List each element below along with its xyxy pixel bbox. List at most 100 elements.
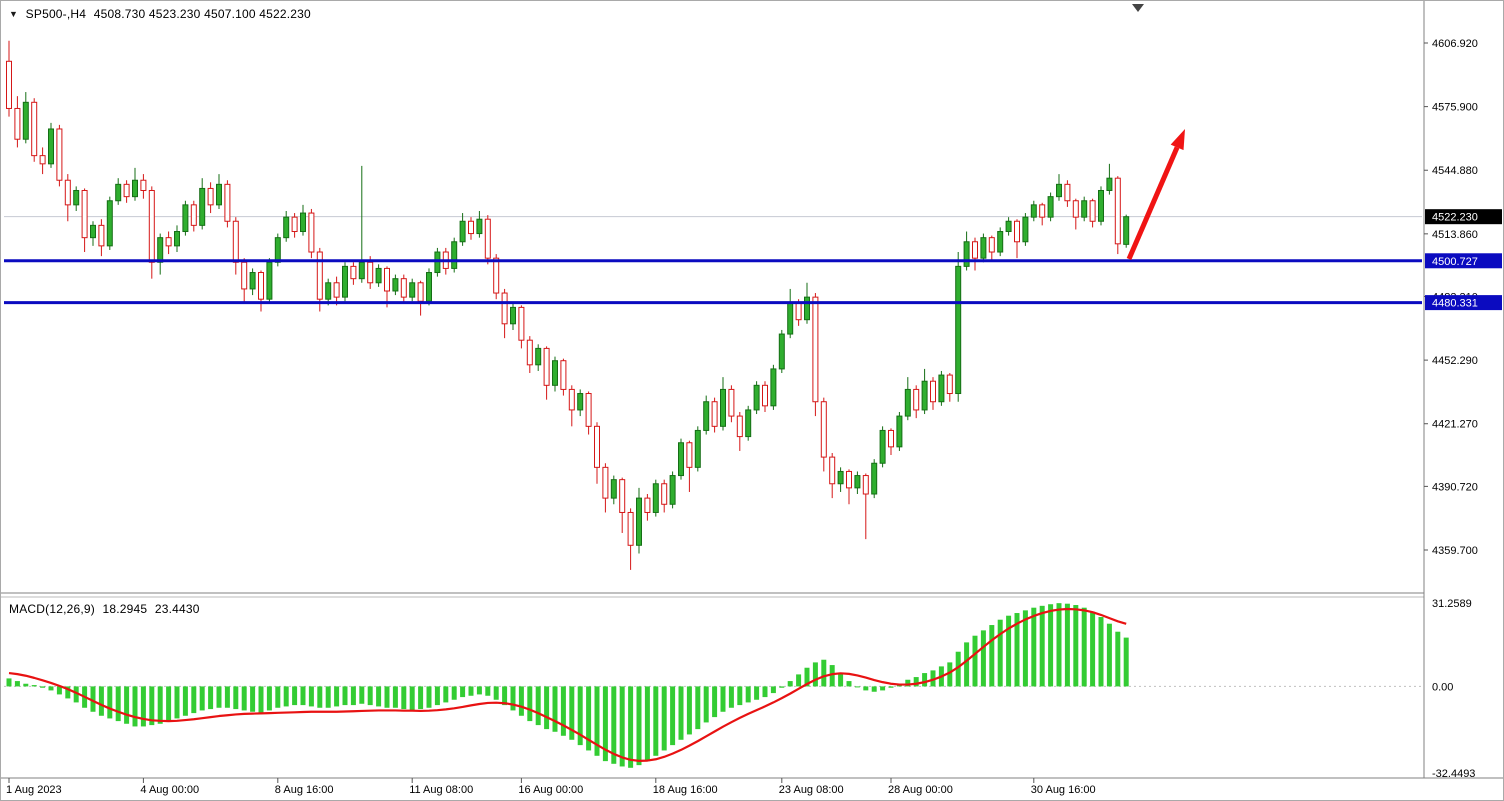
macd-axis-label: 31.2589 — [1432, 598, 1472, 610]
macd-histogram-bar — [14, 681, 20, 687]
candle — [56, 128, 63, 181]
candle — [224, 183, 231, 222]
candle — [459, 220, 466, 243]
macd-histogram-bar — [628, 686, 634, 768]
macd-histogram-bar — [636, 686, 642, 766]
macd-histogram-bar — [1081, 607, 1087, 687]
candle — [249, 272, 256, 290]
candle — [846, 470, 852, 489]
candle — [678, 442, 684, 477]
macd-signal-value: 23.4430 — [154, 602, 200, 616]
candle — [535, 347, 542, 366]
candle — [610, 479, 617, 499]
current-price-marker — [1425, 209, 1502, 225]
candle — [216, 183, 222, 206]
macd-histogram-bar — [308, 686, 314, 707]
candle — [409, 282, 416, 298]
time-axis-label: 23 Aug 08:00 — [779, 784, 844, 796]
macd-histogram-bar — [770, 686, 776, 694]
candle — [652, 483, 659, 513]
candle — [594, 425, 600, 468]
candle — [165, 237, 172, 247]
candle — [190, 204, 197, 226]
macd-histogram-bar — [266, 686, 272, 711]
candle — [518, 306, 525, 341]
candle — [720, 388, 726, 427]
price-marker-label: 4522.230 — [1432, 212, 1478, 224]
macd-histogram-bar — [342, 686, 348, 706]
trend-arrow-shaft[interactable] — [1126, 146, 1180, 260]
candle — [258, 272, 264, 300]
candle — [997, 231, 1004, 253]
candle — [367, 261, 374, 284]
macd-histogram-bar — [829, 665, 835, 687]
candle — [14, 107, 21, 140]
candle — [157, 237, 164, 263]
candle — [207, 187, 214, 206]
macd-histogram-bar — [863, 686, 869, 691]
macd-histogram-bar — [174, 686, 180, 719]
macd-histogram-bar — [426, 686, 432, 708]
macd-histogram-bar — [913, 677, 919, 687]
trend-arrow-head[interactable] — [1170, 129, 1185, 151]
macd-histogram-bar — [367, 686, 373, 706]
macd-histogram-bar — [258, 686, 264, 714]
candle — [820, 401, 827, 458]
candle — [1047, 196, 1054, 218]
candle — [48, 128, 54, 165]
macd-histogram-bar — [384, 686, 390, 708]
macd-histogram-bar — [334, 686, 340, 707]
candle — [745, 409, 752, 438]
macd-axis-label: 0.00 — [1432, 681, 1453, 693]
candle — [283, 216, 290, 239]
macd-histogram-bar — [838, 673, 844, 687]
macd-histogram-bar — [493, 686, 499, 700]
candle — [1072, 200, 1079, 218]
time-axis-label: 16 Aug 00:00 — [518, 784, 583, 796]
macd-histogram-bar — [989, 625, 995, 687]
candle — [938, 374, 945, 403]
macd-histogram-bar — [1098, 617, 1104, 687]
candle — [1005, 220, 1012, 233]
macd-histogram-bar — [132, 686, 138, 727]
macd-histogram-bar — [1031, 607, 1037, 687]
macd-histogram-bar — [712, 686, 718, 718]
candle — [577, 393, 584, 411]
symbol-dropdown-triangle-icon[interactable]: ▼ — [9, 9, 19, 19]
candle — [930, 380, 936, 403]
price-axis-label: 4359.700 — [1432, 545, 1478, 557]
macd-histogram-bar — [98, 686, 104, 716]
macd-signal-line — [8, 607, 1127, 762]
macd-histogram-bar — [392, 686, 398, 708]
candle — [1064, 183, 1071, 202]
candle — [871, 462, 878, 495]
candle — [115, 183, 122, 202]
macd-histogram-bar — [577, 686, 583, 746]
macd-histogram-bar — [359, 686, 365, 704]
price-axis-label: 4606.920 — [1432, 38, 1478, 50]
candle — [795, 302, 802, 321]
candle — [543, 347, 550, 386]
candle — [132, 179, 138, 198]
candle — [417, 282, 424, 302]
time-axis-label: 4 Aug 00:00 — [140, 784, 199, 796]
candle — [728, 388, 735, 417]
macd-histogram-bar — [376, 686, 382, 707]
ohlc-values: 4508.730 4523.230 4507.100 4522.230 — [93, 7, 311, 21]
candle — [1106, 177, 1113, 191]
macd-histogram-bar — [560, 686, 566, 736]
macd-histogram-bar — [6, 678, 12, 687]
candle — [199, 187, 206, 226]
price-axis-label: 4544.880 — [1432, 165, 1478, 177]
time-axis-label: 11 Aug 08:00 — [409, 784, 473, 796]
time-axis-label: 1 Aug 2023 — [6, 784, 62, 796]
macd-histogram-bar — [947, 662, 953, 687]
candle — [736, 415, 743, 438]
candle — [358, 261, 365, 280]
macd-main-value: 18.2945 — [102, 602, 148, 616]
candle — [988, 237, 995, 253]
macd-histogram-bar — [157, 686, 163, 724]
candle — [426, 272, 432, 302]
